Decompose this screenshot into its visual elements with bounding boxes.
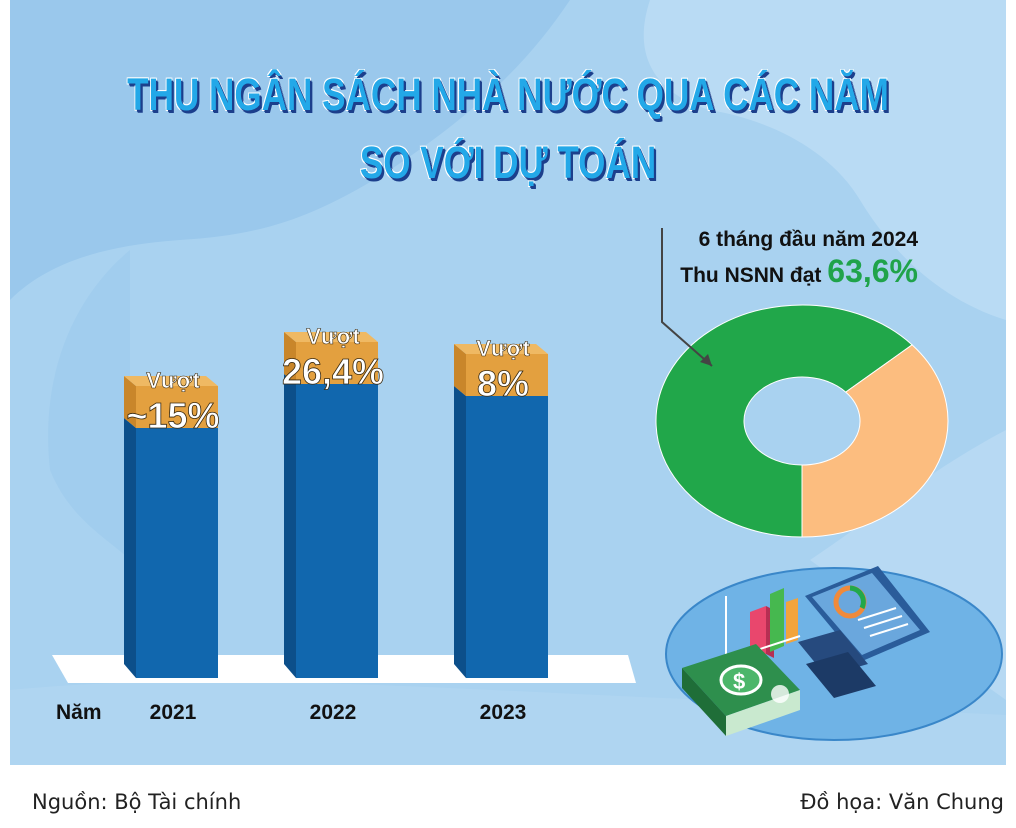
donut-value-label: 63,6%	[827, 253, 918, 289]
bar-exceed-2022	[296, 342, 378, 384]
bar-value-label-2022: 26,4%	[282, 351, 384, 392]
pointer-arrowhead	[700, 354, 712, 366]
bar-value-label-2021: ~15%	[126, 395, 219, 436]
x-tick-label-2023: 2023	[480, 701, 527, 724]
bar-label-prefix-2021: Vượt	[146, 368, 200, 393]
donut-slice-1	[801, 344, 949, 538]
x-tick-label-2022: 2022	[310, 701, 357, 724]
bar-exceed-2023	[466, 354, 548, 396]
bar-body-2021	[136, 428, 218, 678]
bar-exceed-side-2023	[454, 344, 466, 396]
bar-label-prefix-2022: Vượt	[306, 324, 360, 349]
x-tick-label-2021: 2021	[150, 701, 197, 724]
chart-title-line-2: SO VỚI DỰ TOÁN	[359, 137, 657, 188]
bar-side-2021	[124, 418, 136, 678]
bar-top-face-2023	[454, 344, 548, 354]
graphic-credit: Đồ họa: Văn Chung	[800, 790, 1004, 814]
bar-value-label-2023: 8%	[477, 363, 529, 404]
bar-side-2022	[284, 374, 296, 678]
bar-top-face-2021	[124, 376, 218, 386]
source-note: Nguồn: Bộ Tài chính	[32, 790, 242, 814]
chart-title-line-1: THU NGÂN SÁCH NHÀ NƯỚC QUA CÁC NĂM	[127, 69, 889, 120]
bar-body-2022	[296, 384, 378, 678]
bar-label-prefix-2023: Vượt	[476, 336, 530, 361]
bar-top-face-2022	[284, 332, 378, 342]
bar-exceed-side-2022	[284, 332, 296, 384]
bar-exceed-2021	[136, 386, 218, 428]
svg-text:$: $	[733, 669, 745, 694]
x-axis-label: Năm	[56, 701, 102, 724]
bar-body-2023	[466, 396, 548, 678]
bar-exceed-side-2021	[124, 376, 136, 428]
pointer-line	[661, 228, 713, 367]
donut-label: Thu NSNN đạt 63,6%	[680, 253, 918, 289]
finance-illustration: $	[665, 566, 1003, 741]
donut-label-prefix: Thu NSNN đạt	[680, 264, 827, 287]
donut-subtitle: 6 tháng đầu năm 2024	[699, 228, 919, 251]
bar-side-2023	[454, 386, 466, 678]
donut-slice-0	[655, 304, 913, 538]
